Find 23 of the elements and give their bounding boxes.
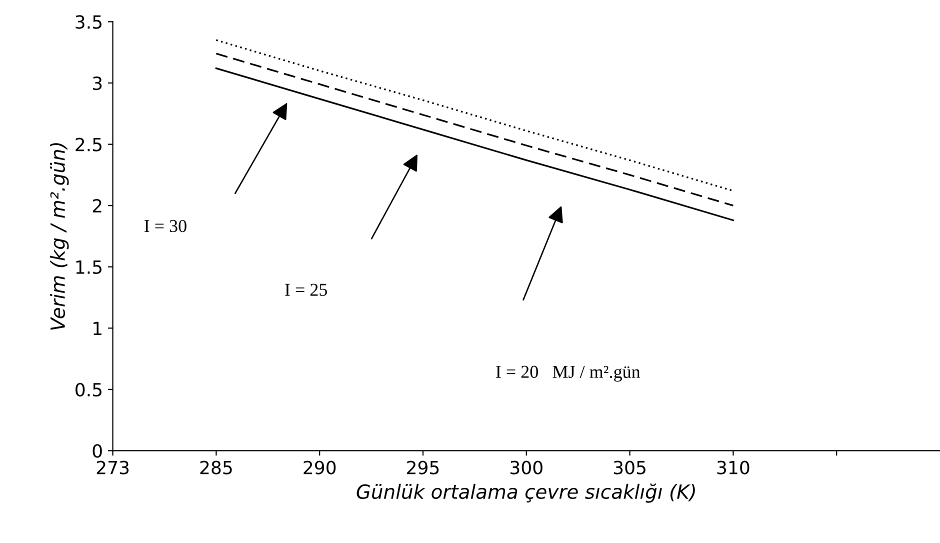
y-tick-label: 2 <box>92 199 102 212</box>
line-series <box>215 52 734 206</box>
y-tick-label: 1.5 <box>76 260 102 274</box>
x-tick-label: 300 <box>510 460 542 474</box>
y-tick-label: 0 <box>92 444 102 458</box>
y-tick-label: 0.5 <box>76 382 102 397</box>
y-tick-label: 3.5 <box>76 15 102 29</box>
x-tick-label: 285 <box>200 460 232 474</box>
y-axis-title: Verim (kg / m².gün) <box>50 143 69 330</box>
y-tick-label: 3 <box>92 76 102 90</box>
annotation: I = 30 <box>144 220 186 232</box>
annotation: I = 20 MJ / m².gün <box>496 366 640 382</box>
x-tick-label: 290 <box>304 460 336 474</box>
y-tick-label: 1 <box>94 322 102 335</box>
annotation: I = 25 <box>285 284 328 296</box>
x-tick-label: 273 <box>96 460 129 474</box>
x-tick-label: 295 <box>407 460 439 474</box>
x-axis-title: Günlük ortalama çevre sıcaklığı (K) <box>356 483 695 503</box>
y-tick-label: 2.5 <box>76 138 102 152</box>
line-series <box>215 67 734 222</box>
line-series <box>215 39 734 192</box>
x-tick-label: 305 <box>614 460 646 474</box>
x-tick-label: 310 <box>717 460 750 474</box>
